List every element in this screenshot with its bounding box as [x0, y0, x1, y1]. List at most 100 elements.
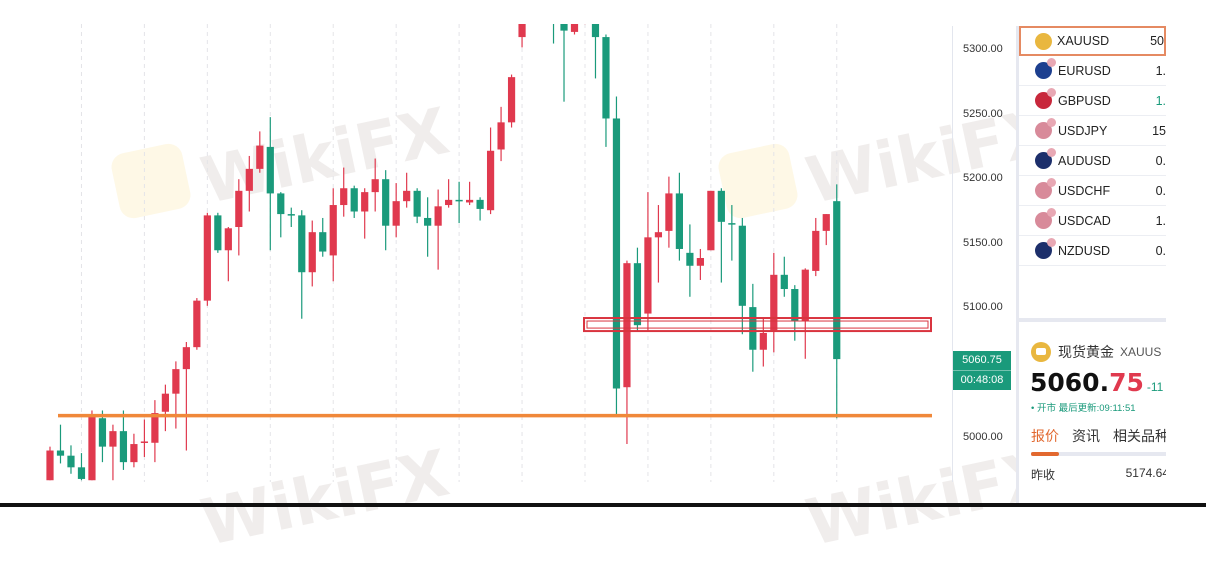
candle-body: [277, 193, 285, 215]
candle: [256, 131, 264, 173]
last-price-label: 5060.75 00:48:08: [953, 351, 1011, 390]
candle: [570, 24, 579, 35]
candle: [392, 183, 400, 238]
candle-body: [382, 179, 390, 226]
candle-body: [182, 347, 190, 370]
watchlist-item-gbpusd[interactable]: GBPUSD 1.: [1019, 86, 1166, 116]
candle: [591, 24, 600, 79]
symbol: XAUUSD: [1057, 34, 1110, 48]
candle-body: [833, 201, 841, 360]
candle: [203, 212, 211, 306]
candle: [151, 400, 159, 463]
candle: [193, 298, 201, 350]
candle: [696, 248, 704, 280]
watchlist-item-audusd[interactable]: AUDUSD 0.: [1019, 146, 1166, 176]
tab-related[interactable]: 相关品种: [1113, 428, 1166, 444]
candle: [738, 217, 746, 335]
watchlist-item-nzdusd[interactable]: NZDUSD 0.: [1019, 236, 1166, 266]
candle: [298, 210, 306, 319]
candle-body: [140, 441, 149, 443]
quote: 50: [1150, 34, 1164, 48]
watchlist-item-eurusd[interactable]: EURUSD 1.: [1019, 56, 1166, 86]
candle: [654, 205, 663, 283]
y-tick-label: 5250.00: [963, 107, 1003, 120]
candle-body: [361, 192, 369, 212]
candle-body: [780, 274, 788, 290]
watchlist-item-usdchf[interactable]: USDCHF 0.: [1019, 176, 1166, 206]
price-change: -11: [1146, 380, 1164, 394]
candle: [119, 410, 128, 470]
candle-body: [424, 217, 432, 226]
candle: [350, 185, 358, 218]
candle: [476, 197, 484, 221]
candle: [675, 172, 683, 261]
candle-body: [298, 215, 306, 273]
candle-body: [329, 205, 337, 256]
quote: 0.: [1155, 183, 1166, 198]
candle-body: [623, 263, 631, 388]
last-price: 5060.75: [953, 351, 1011, 371]
candle-body: [665, 193, 673, 231]
candle: [77, 453, 86, 481]
candle-body: [550, 0, 557, 11]
candle-body: [612, 118, 621, 389]
quote: 1.: [1155, 213, 1166, 228]
quote: 0.: [1155, 243, 1166, 258]
price-decimal: 75: [1109, 368, 1144, 397]
prev-close-row: 昨收 5174.64: [1031, 466, 1166, 483]
watchlist-item-usdcad[interactable]: USDCAD 1.: [1019, 206, 1166, 236]
candle: [161, 384, 169, 432]
candle-body: [214, 215, 222, 251]
quote: 1.: [1155, 63, 1166, 78]
candle: [308, 220, 316, 287]
symbol: USDCAD: [1058, 213, 1111, 228]
symbol: USDJPY: [1058, 123, 1108, 138]
bottom-border: [0, 503, 1206, 507]
candle-body: [759, 332, 767, 350]
candle: [382, 170, 390, 251]
candle-body: [581, 5, 588, 18]
divider: [1019, 294, 1166, 322]
prev-close-label: 昨收: [1031, 468, 1056, 482]
tab-news[interactable]: 资讯: [1072, 428, 1100, 444]
candle: [633, 247, 642, 332]
candles: [46, 0, 841, 481]
currency-flag-icon: [1035, 58, 1056, 79]
currency-flag-icon: [1035, 118, 1056, 139]
candle: [245, 155, 253, 212]
candle-body: [266, 146, 274, 194]
candle-body: [717, 190, 725, 222]
resistance-zone-inner: [586, 320, 929, 329]
watchlist-item-usdjpy[interactable]: USDJPY 15: [1019, 116, 1166, 146]
candle-body: [161, 393, 169, 412]
detail-tabs: 报价 资讯 相关品种: [1031, 426, 1166, 446]
grid: [80, 24, 838, 482]
candle: [46, 446, 54, 481]
candle: [602, 34, 610, 147]
currency-flag-icon: [1035, 178, 1056, 199]
candle-body: [224, 228, 232, 251]
candle-body: [130, 444, 138, 463]
instrument-name: 现货黄金: [1058, 344, 1114, 360]
candle-body: [193, 300, 201, 348]
candle: [424, 197, 432, 257]
candle-body: [602, 37, 610, 119]
right-panel: XAUUSD 50 EURUSD 1. GBPUSD 1. USDJPY 15 AUDUSD 0.…: [1016, 26, 1166, 507]
candle: [182, 341, 190, 451]
candle-body: [445, 199, 453, 206]
candle-body: [675, 193, 683, 249]
candle: [98, 410, 107, 463]
candle-body: [738, 225, 746, 306]
candle-body: [644, 237, 652, 314]
candle-body: [560, 24, 568, 31]
price-integer: 5060.: [1030, 368, 1110, 397]
tab-quote[interactable]: 报价: [1031, 428, 1059, 444]
candle-body: [77, 467, 86, 479]
candle-body: [497, 122, 505, 150]
candle: [67, 445, 75, 474]
candlestick-chart[interactable]: [0, 0, 952, 507]
candle-body: [98, 418, 107, 447]
currency-flag-icon: [1035, 32, 1052, 50]
watchlist-item-xauusd[interactable]: XAUUSD 50: [1019, 26, 1166, 56]
candle: [434, 189, 442, 270]
